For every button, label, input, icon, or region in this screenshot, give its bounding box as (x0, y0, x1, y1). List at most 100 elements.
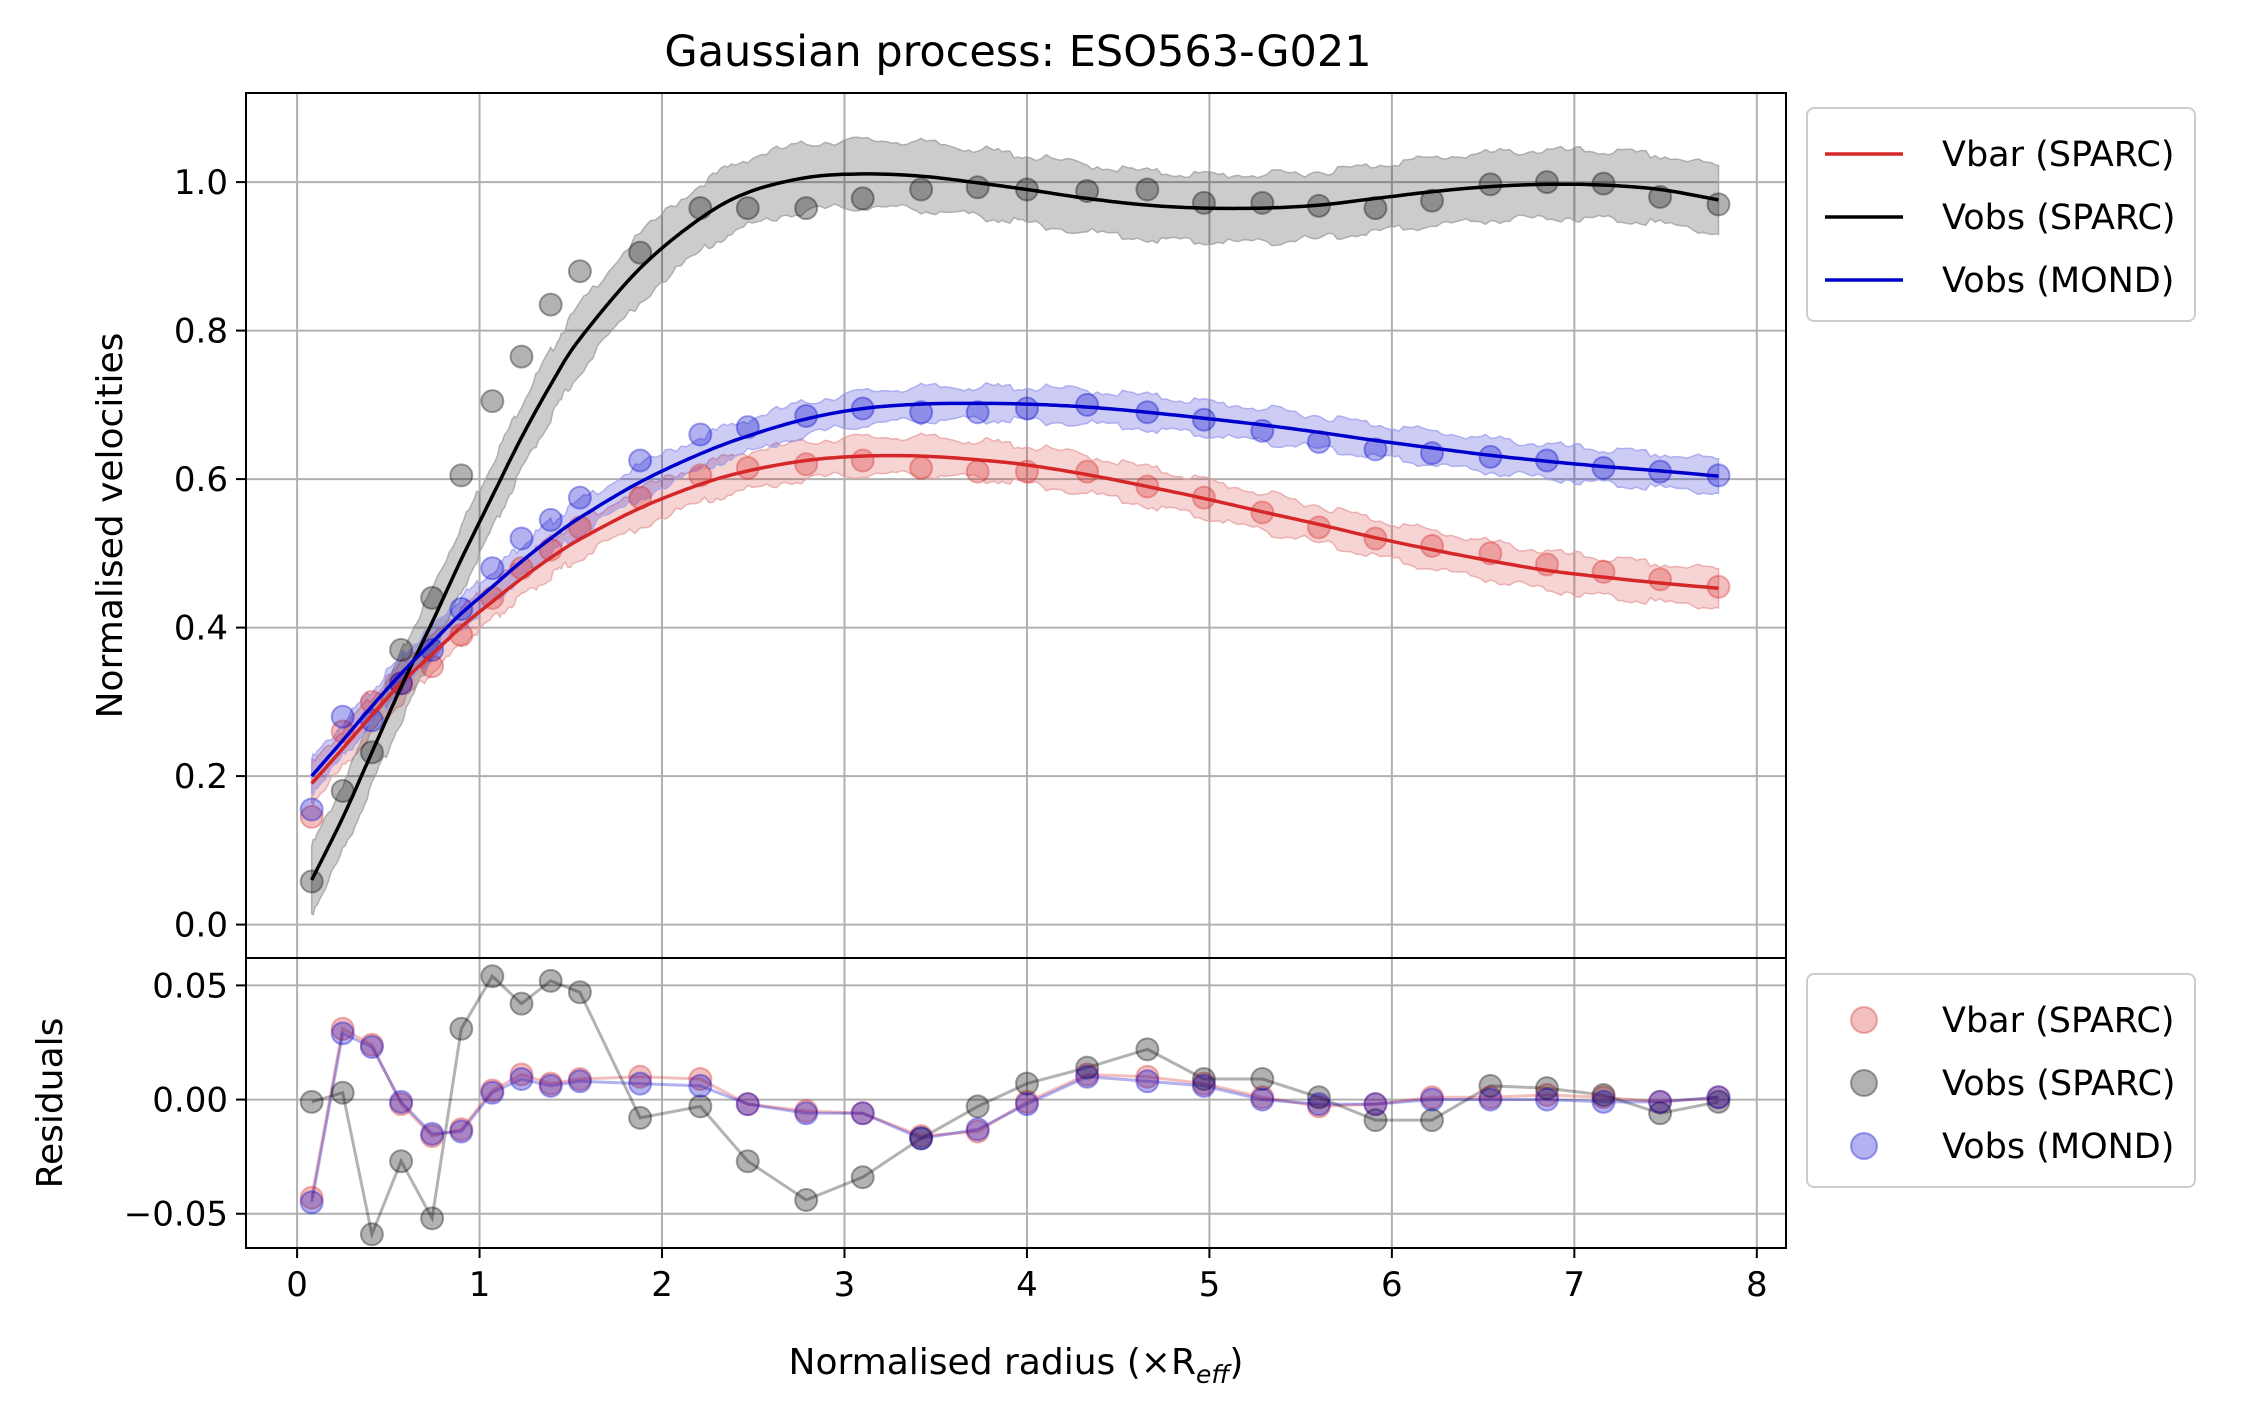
residual-point (420, 1121, 445, 1146)
data-point (1014, 396, 1039, 421)
residuals-y-tick-label: −0.05 (124, 1195, 228, 1235)
main-y-tick-label: 0.8 (174, 312, 228, 352)
legend-label: Vobs (MOND) (1942, 261, 2174, 301)
residual-point (909, 1126, 934, 1151)
residual-point (389, 1149, 414, 1174)
data-point (299, 804, 324, 829)
residuals-panel: 0 1 2 3 4 5 6 7 8 0.05 0.00 −0.05 Residuals Normali… (30, 957, 2196, 1389)
x-tick-label: 4 (1016, 1265, 1038, 1305)
data-point (389, 637, 414, 662)
data-point (1420, 188, 1445, 213)
residual-point (1363, 1092, 1388, 1117)
data-point (909, 177, 934, 202)
data-point (480, 389, 505, 414)
residual-point (1191, 1067, 1216, 1092)
data-point (449, 463, 474, 488)
residual-point (1135, 1064, 1160, 1089)
residual-point (1014, 1092, 1039, 1117)
residual-point (1706, 1085, 1731, 1110)
x-axis-label-subscript: eff (1196, 1360, 1232, 1389)
residual-point (1191, 1073, 1216, 1098)
residual-point (1706, 1089, 1731, 1114)
residual-point (1478, 1087, 1503, 1112)
main-panel: 0.0 0.2 0.4 0.6 0.8 1.0 Normalised velocities… (90, 92, 2196, 959)
residual-point (794, 1101, 819, 1126)
residual-line (310, 1026, 1719, 1199)
residual-point (509, 1067, 534, 1092)
data-point (1191, 190, 1216, 215)
main-y-axis-label: Normalised velocities (90, 333, 131, 719)
main-tick-labels: 0.0 0.2 0.4 0.6 0.8 1.0 (174, 163, 246, 946)
x-tick-label: 2 (651, 1265, 673, 1305)
residual-point (567, 1069, 592, 1094)
residual-point (359, 1035, 384, 1060)
residual-line (311, 973, 1719, 1240)
x-tick-label: 1 (469, 1265, 491, 1305)
data-point (480, 556, 505, 581)
residual-point (1075, 1064, 1100, 1089)
residual-point (1250, 1087, 1275, 1112)
data-point (628, 448, 653, 473)
residual-point (965, 1094, 990, 1119)
residual-line (310, 1031, 1719, 1203)
residuals-data-points (299, 964, 1731, 1247)
residual-point (1534, 1087, 1559, 1112)
x-axis-label-suffix: ) (1229, 1342, 1243, 1383)
residual-point (735, 1092, 760, 1117)
data-point (965, 459, 990, 484)
residual-point (359, 1222, 384, 1247)
main-y-tick-label: 1.0 (174, 163, 228, 203)
data-point (299, 869, 324, 894)
residual-point (628, 1071, 653, 1096)
chart-title: Gaussian process: ESO563-G021 (664, 27, 1371, 77)
residual-point (1420, 1108, 1445, 1133)
data-point (538, 507, 563, 532)
residual-point (1075, 1055, 1100, 1080)
x-tick-label: 6 (1381, 1265, 1403, 1305)
residual-point (794, 1098, 819, 1123)
main-y-tick-label: 0.6 (174, 460, 228, 500)
residual-point (688, 1073, 713, 1098)
residual-point (449, 1119, 474, 1144)
residual-point (1075, 1062, 1100, 1087)
data-point (735, 196, 760, 221)
residual-point (628, 1064, 653, 1089)
legend-marker-handle (1850, 1132, 1878, 1160)
data-point (909, 400, 934, 425)
data-point (1534, 170, 1559, 195)
data-point (1250, 190, 1275, 215)
residual-point (330, 1021, 355, 1046)
data-point (509, 526, 534, 551)
residual-point (735, 1149, 760, 1174)
residual-point (567, 980, 592, 1005)
data-point (1420, 533, 1445, 558)
residual-point (1478, 1073, 1503, 1098)
data-point (794, 452, 819, 477)
residual-point (538, 1071, 563, 1096)
residual-point (1648, 1101, 1673, 1126)
residual-point (850, 1101, 875, 1126)
residuals-connecting-lines (310, 973, 1719, 1240)
data-point (509, 344, 534, 369)
data-point (567, 259, 592, 284)
residual-point (480, 964, 505, 989)
data-point (1135, 177, 1160, 202)
residuals-tick-labels: 0 1 2 3 4 5 6 7 8 0.05 0.00 −0.05 (124, 966, 1768, 1305)
residual-point (1135, 1069, 1160, 1094)
residual-point (389, 1089, 414, 1114)
legend-label: Vobs (SPARC) (1942, 1064, 2176, 1104)
residual-point (1306, 1092, 1331, 1117)
fit-line (310, 401, 1719, 778)
residual-point (965, 1117, 990, 1142)
residual-point (330, 1080, 355, 1105)
residual-point (509, 991, 534, 1016)
data-point (1478, 172, 1503, 197)
residual-point (1014, 1071, 1039, 1096)
residual-point (1648, 1089, 1673, 1114)
uncertainty-band (310, 136, 1720, 916)
data-point (909, 455, 934, 480)
residual-point (1478, 1085, 1503, 1110)
fit-line (310, 172, 1719, 881)
residual-point (1363, 1108, 1388, 1133)
residual-point (299, 1089, 324, 1114)
